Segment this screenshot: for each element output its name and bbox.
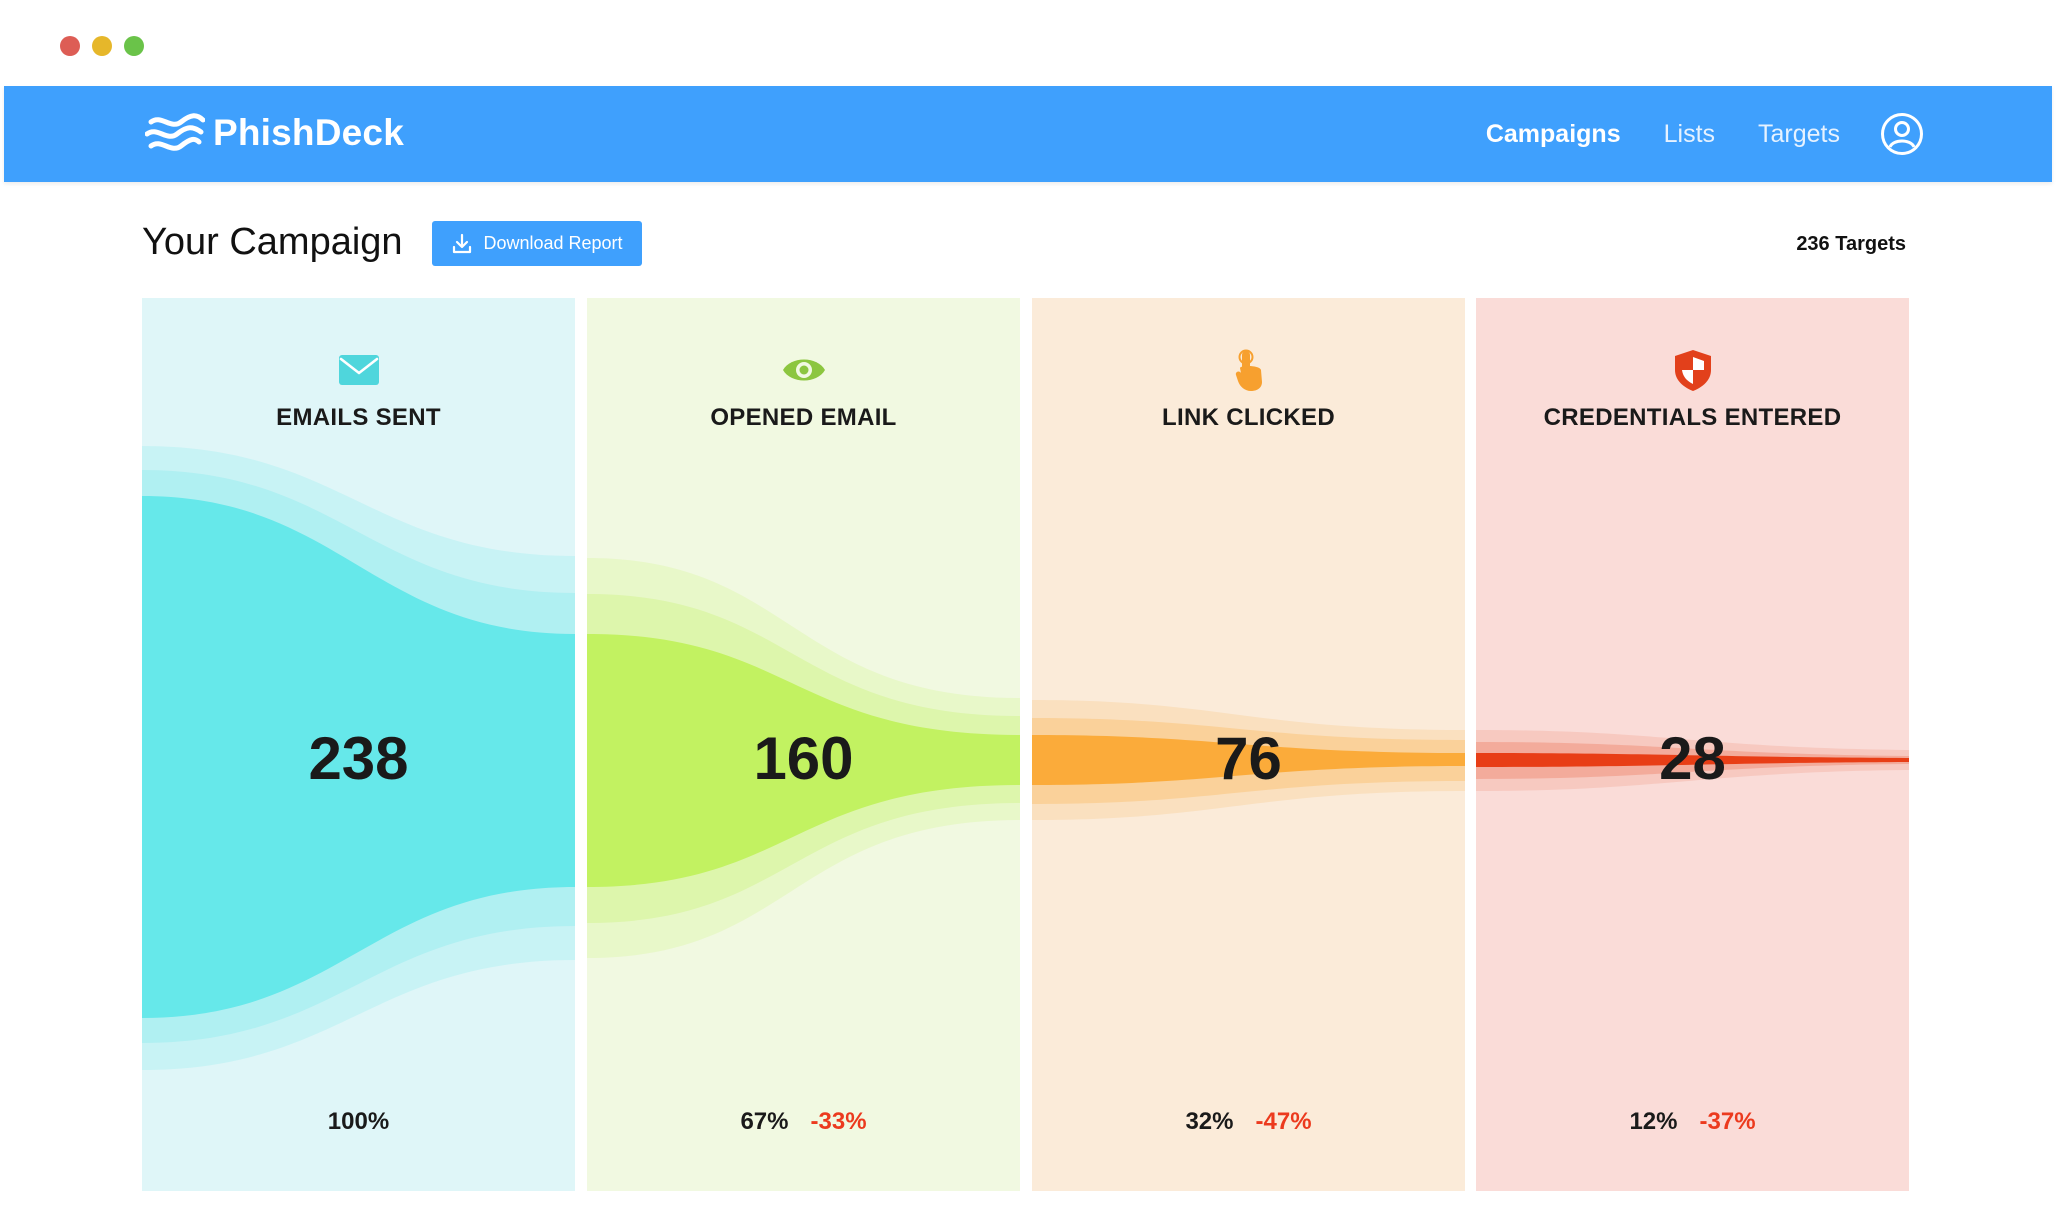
top-navbar: PhishDeck Campaigns Lists Targets <box>4 86 2052 182</box>
pointer-hand-icon <box>1235 349 1262 391</box>
stage-content-link-clicked: LINK CLICKED 76 32% -47% <box>1032 298 1465 1191</box>
stage-stats: 67% -33% <box>587 1108 1020 1136</box>
stage-percent: 67% <box>740 1108 789 1135</box>
nav-item-lists[interactable]: Lists <box>1663 119 1716 148</box>
stage-content-credentials-entered: CREDENTIALS ENTERED 28 12% -37% <box>1476 298 1909 1191</box>
stage-stats: 32% -47% <box>1032 1108 1465 1136</box>
maximize-window-button[interactable] <box>124 36 144 56</box>
stage-percent: 32% <box>1185 1108 1234 1135</box>
shield-icon <box>1674 350 1711 391</box>
stage-label: OPENED EMAIL <box>710 404 897 431</box>
stage-label: CREDENTIALS ENTERED <box>1543 404 1842 431</box>
stage-label: LINK CLICKED <box>1162 404 1335 431</box>
app-name: PhishDeck <box>213 112 404 153</box>
stage-percent: 100% <box>327 1108 390 1135</box>
stage-value: 76 <box>1215 725 1282 792</box>
close-window-button[interactable] <box>60 36 80 56</box>
stage-stats: 12% -37% <box>1476 1108 1909 1136</box>
stage-delta: -37% <box>1699 1108 1756 1135</box>
stage-content-opened-email: OPENED EMAIL 160 67% -33% <box>587 298 1020 1191</box>
targets-count: 236 Targets <box>1796 233 1906 255</box>
stage-delta: -33% <box>810 1108 867 1135</box>
download-icon <box>453 233 472 253</box>
nav-item-targets[interactable]: Targets <box>1758 119 1840 148</box>
stage-delta: -47% <box>1255 1108 1312 1135</box>
stage-label: EMAILS SENT <box>276 404 441 431</box>
eye-icon <box>782 359 825 381</box>
envelope-icon <box>338 355 379 385</box>
stage-panel-credentials-entered <box>1476 298 1909 1191</box>
stage-stats: 100% <box>142 1108 575 1136</box>
window-controls <box>60 36 144 56</box>
app-logo[interactable]: PhishDeck <box>145 110 404 156</box>
download-report-label: Download Report <box>483 233 623 253</box>
waves-logo-icon <box>145 113 205 151</box>
user-circle-icon[interactable] <box>1880 112 1924 156</box>
stage-value: 160 <box>753 725 854 792</box>
stage-value: 28 <box>1659 725 1726 792</box>
stage-percent: 12% <box>1629 1108 1678 1135</box>
minimize-window-button[interactable] <box>92 36 112 56</box>
nav-links: Campaigns Lists Targets <box>1443 86 1840 182</box>
page-title: Your Campaign <box>142 221 403 263</box>
nav-item-campaigns[interactable]: Campaigns <box>1485 119 1621 148</box>
stage-value: 238 <box>308 725 409 792</box>
download-report-button[interactable]: Download Report <box>432 221 642 266</box>
stage-content-emails-sent: EMAILS SENT 238 100% <box>142 298 575 1191</box>
